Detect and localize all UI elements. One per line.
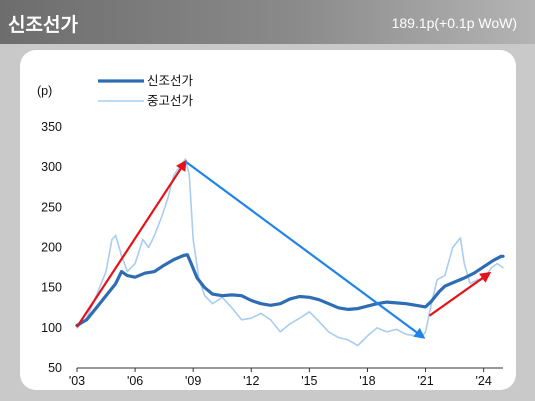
y-tick-label-250: 250 <box>41 200 62 214</box>
x-tick-label-06: '06 <box>127 374 143 388</box>
plot-panel <box>20 50 516 390</box>
series-line-0 <box>75 253 505 327</box>
x-tick-label-09: '09 <box>185 374 201 388</box>
x-tick-label-24: '24 <box>475 374 491 388</box>
series-line-1 <box>76 158 504 347</box>
latest-value: 189.1p(+0.1p WoW) <box>391 15 517 31</box>
y-tick-label-200: 200 <box>41 241 62 255</box>
x-tick-label-18: '18 <box>359 374 375 388</box>
y-axis-unit: (p) <box>37 84 52 98</box>
x-tick-label-03: '03 <box>69 374 85 388</box>
x-tick-label-21: '21 <box>417 374 433 388</box>
chart-header: 신조선가 189.1p(+0.1p WoW) <box>0 0 535 44</box>
chart-title: 신조선가 <box>8 14 78 36</box>
legend-label-1: 중고선가 <box>147 93 194 108</box>
trend-arrow-0 <box>76 159 187 328</box>
y-tick-label-50: 50 <box>48 361 62 375</box>
y-tick-label-100: 100 <box>41 321 62 335</box>
y-tick-label-150: 150 <box>41 281 62 295</box>
y-tick-label-300: 300 <box>41 160 62 174</box>
trend-arrow-2 <box>428 271 492 317</box>
x-tick-label-15: '15 <box>301 374 317 388</box>
legend-label-0: 신조선가 <box>147 73 194 88</box>
trend-arrow-1 <box>184 160 426 339</box>
y-tick-label-350: 350 <box>41 120 62 134</box>
x-tick-label-12: '12 <box>243 374 259 388</box>
